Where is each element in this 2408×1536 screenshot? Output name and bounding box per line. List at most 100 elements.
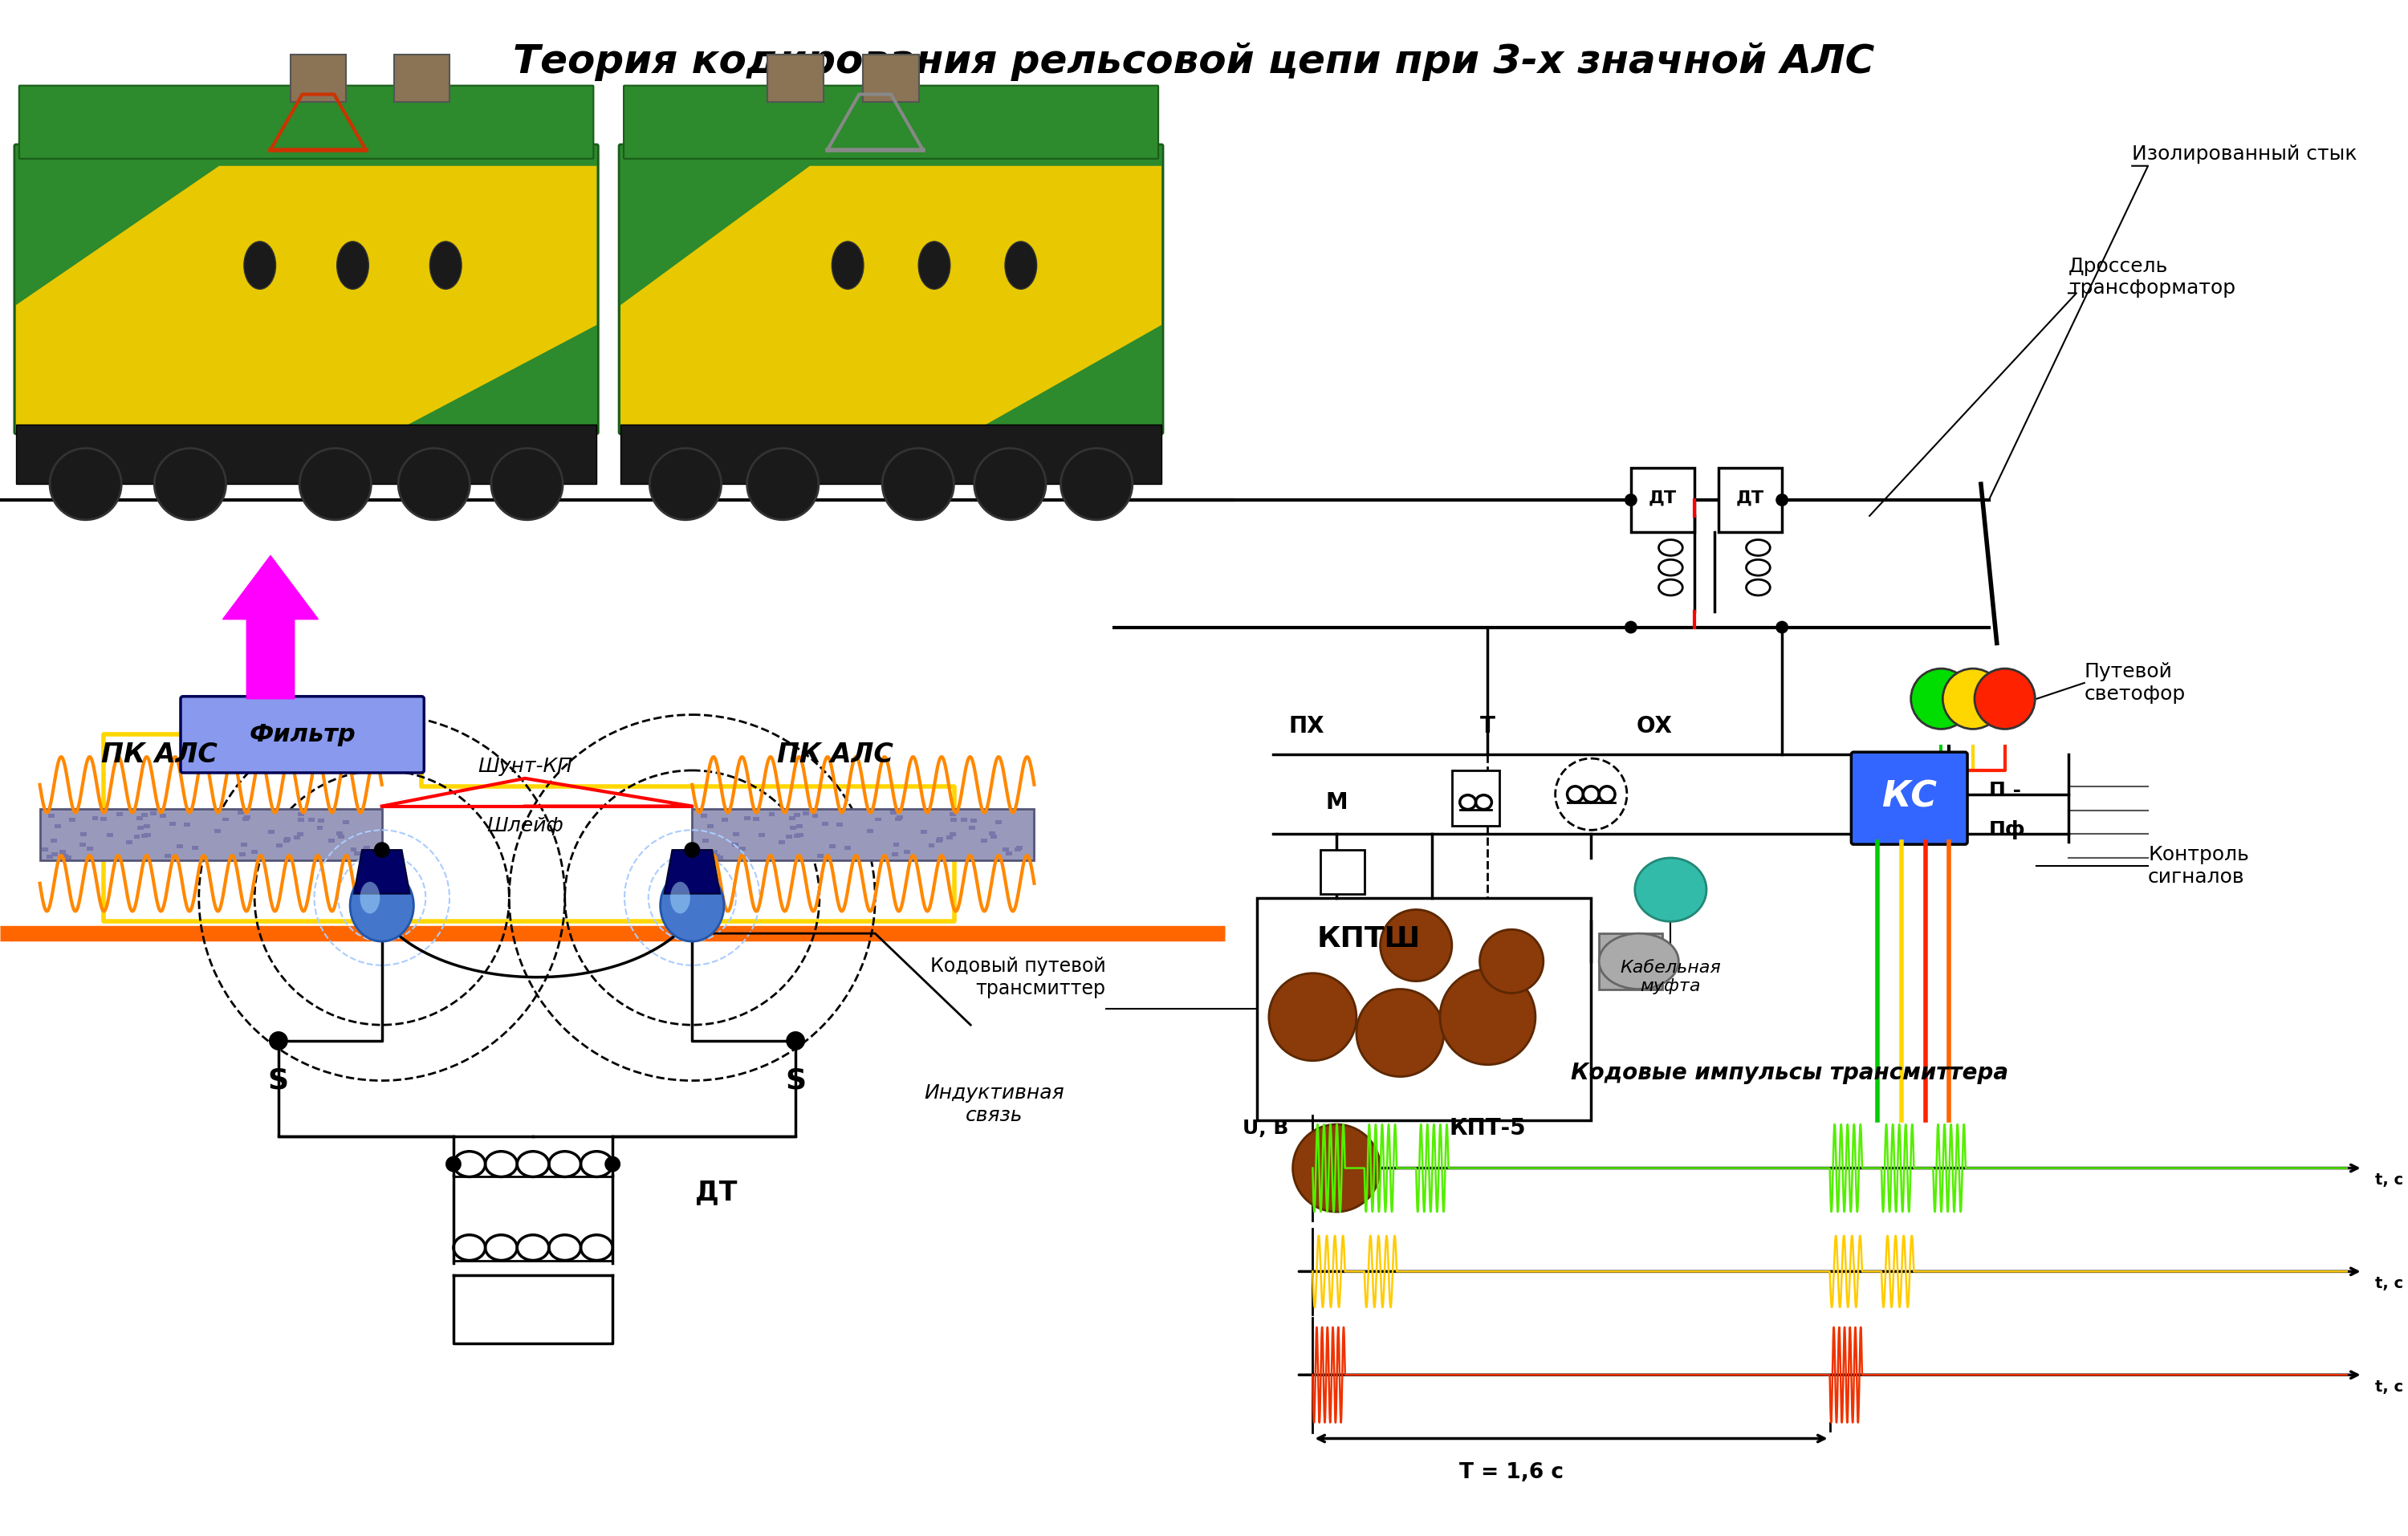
Circle shape [746, 449, 819, 519]
Bar [17, 424, 597, 484]
Circle shape [1481, 929, 1544, 994]
Bar [797, 833, 804, 837]
Bar [710, 849, 718, 854]
Bar [296, 833, 303, 836]
Bar [176, 845, 183, 848]
Bar [318, 819, 325, 823]
Bar [691, 808, 1033, 860]
FancyBboxPatch shape [624, 86, 1158, 158]
Circle shape [881, 449, 954, 519]
Text: S: S [267, 1068, 289, 1094]
Bar [621, 424, 1161, 484]
Bar [342, 820, 349, 825]
Bar [291, 55, 347, 103]
Bar [862, 55, 920, 103]
Text: Т: Т [1481, 716, 1495, 737]
Circle shape [1625, 493, 1637, 507]
Bar [299, 819, 303, 822]
Bar [951, 819, 956, 822]
Ellipse shape [831, 241, 864, 289]
Bar [703, 839, 708, 843]
Text: ДТ: ДТ [1649, 490, 1676, 507]
Bar [238, 811, 243, 814]
Circle shape [1625, 621, 1637, 633]
Ellipse shape [429, 241, 462, 289]
Bar [990, 834, 997, 839]
Text: ОХ: ОХ [1637, 716, 1674, 737]
Bar [352, 848, 356, 851]
Bar [149, 811, 157, 816]
Bar [51, 839, 58, 843]
Bar [41, 848, 48, 851]
Bar [364, 848, 368, 851]
Circle shape [299, 449, 371, 519]
Ellipse shape [349, 869, 414, 942]
Bar [60, 849, 65, 854]
Bar [891, 811, 896, 814]
Bar [732, 833, 739, 836]
Bar [243, 816, 250, 819]
Bar [970, 819, 978, 823]
Bar [949, 813, 956, 816]
Bar [299, 813, 303, 816]
Bar [778, 840, 785, 845]
FancyArrow shape [224, 556, 318, 699]
Bar [243, 817, 248, 820]
Bar [51, 852, 58, 856]
Bar [821, 822, 828, 825]
Bar [87, 846, 94, 851]
Bar [701, 814, 708, 817]
Bar [193, 846, 197, 849]
Bar [183, 822, 190, 826]
Bar [811, 814, 819, 819]
Bar [65, 856, 72, 860]
Text: Индуктивная
связь: Индуктивная связь [925, 1084, 1064, 1126]
Circle shape [1556, 759, 1628, 829]
Ellipse shape [1599, 934, 1678, 989]
Text: U, В: U, В [1243, 1118, 1288, 1138]
Bar [1014, 848, 1021, 851]
Circle shape [373, 842, 390, 859]
Bar [79, 843, 87, 846]
Text: КС: КС [1881, 779, 1936, 814]
Bar [137, 816, 142, 820]
Text: КПТШ: КПТШ [1317, 926, 1421, 952]
Circle shape [684, 842, 701, 859]
Ellipse shape [1004, 241, 1038, 289]
Bar [874, 817, 881, 822]
Bar [739, 846, 746, 851]
Bar [116, 813, 123, 816]
Bar [937, 839, 942, 843]
Bar [125, 840, 132, 845]
Text: КПТ-5: КПТ-5 [1450, 1117, 1527, 1140]
Bar [968, 825, 975, 829]
Circle shape [1975, 668, 2035, 730]
Bar [946, 836, 954, 839]
Text: ПХ: ПХ [1288, 716, 1324, 737]
Circle shape [445, 1157, 462, 1172]
Text: Путевой
светофор: Путевой светофор [2085, 662, 2186, 703]
Bar [795, 834, 799, 837]
Circle shape [975, 449, 1045, 519]
Text: ПК АЛС: ПК АЛС [101, 742, 217, 768]
Circle shape [491, 449, 563, 519]
Ellipse shape [660, 869, 725, 942]
Bar [294, 836, 301, 839]
Circle shape [1062, 449, 1132, 519]
Bar [896, 817, 901, 820]
Circle shape [51, 449, 120, 519]
Bar [164, 854, 171, 859]
Circle shape [1293, 1124, 1380, 1212]
Text: П -: П - [1989, 780, 2020, 800]
Text: ДТ: ДТ [1736, 490, 1765, 507]
Bar [135, 834, 140, 839]
FancyBboxPatch shape [1852, 753, 1967, 845]
Circle shape [1269, 974, 1356, 1061]
Text: Контроль
сигналов: Контроль сигналов [2148, 845, 2249, 886]
Bar [937, 837, 944, 842]
Circle shape [397, 449, 470, 519]
Bar [903, 849, 910, 854]
Bar [137, 826, 144, 829]
Bar [836, 822, 843, 826]
Bar [48, 814, 55, 817]
